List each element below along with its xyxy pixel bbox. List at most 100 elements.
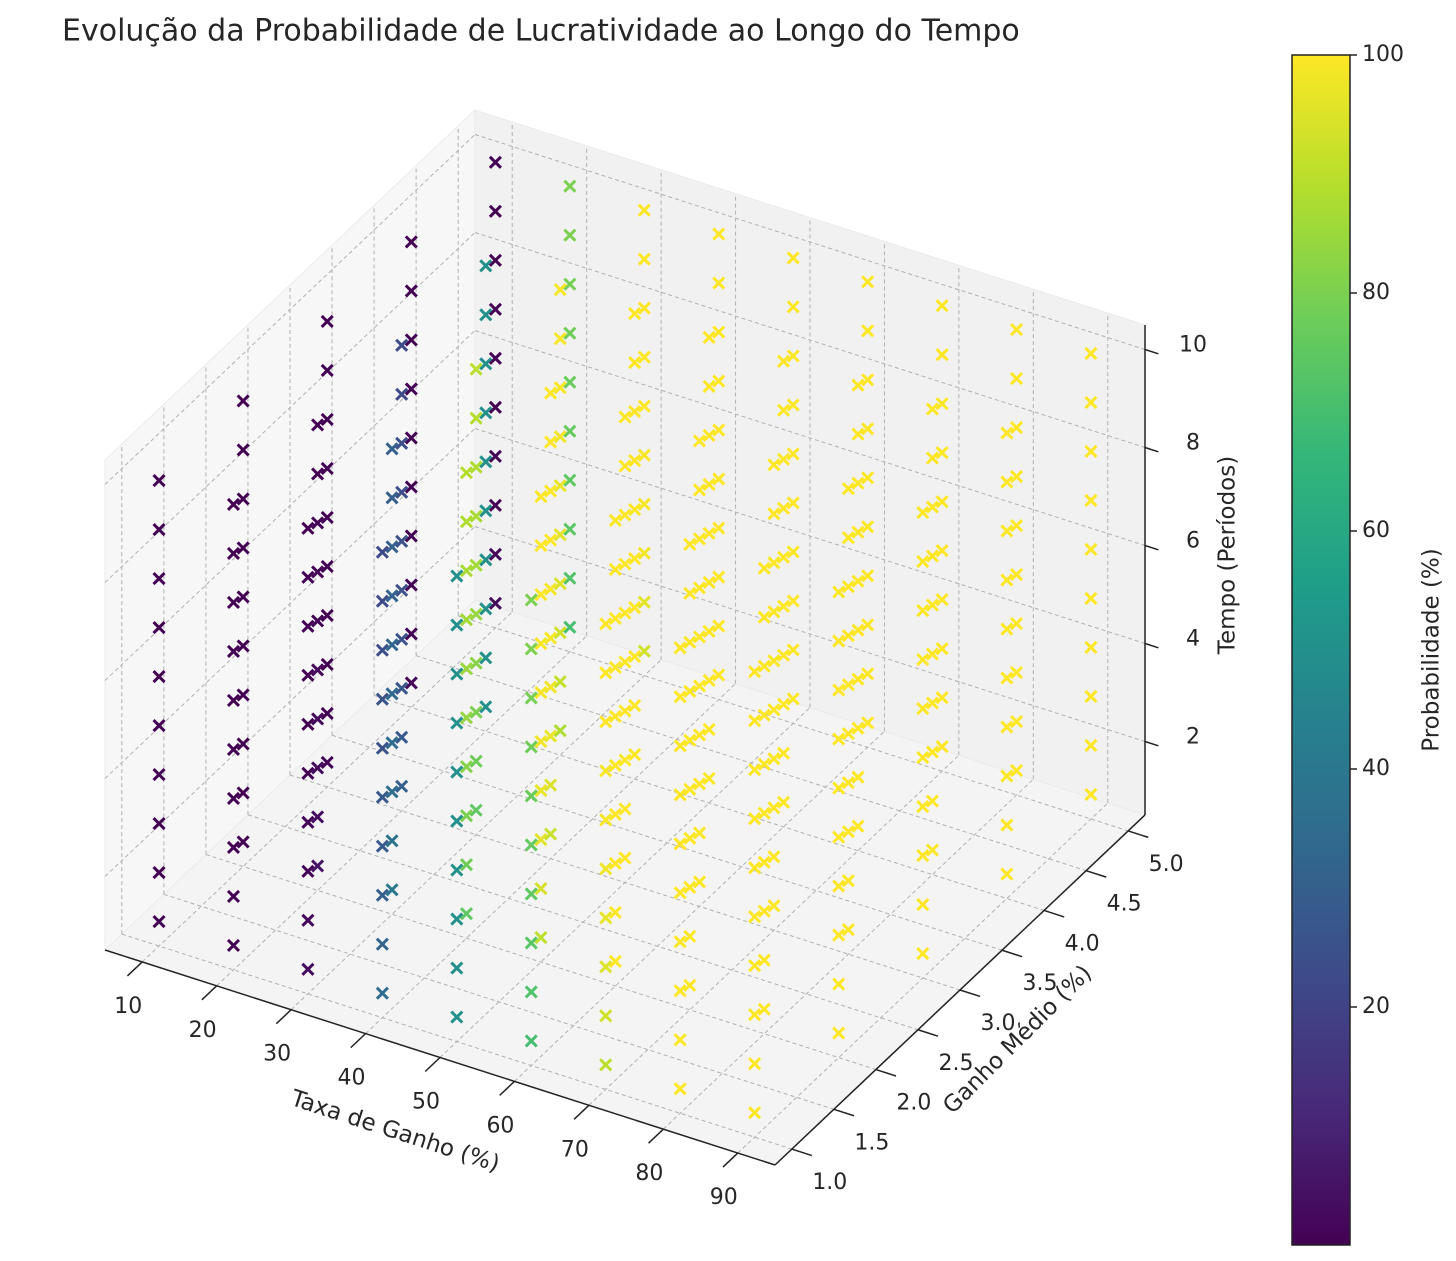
point <box>832 928 846 942</box>
point <box>395 632 409 646</box>
tick-mark <box>959 989 981 998</box>
point <box>226 742 241 756</box>
point <box>385 638 399 652</box>
z-tick-label: 8 <box>1186 431 1200 456</box>
point <box>628 748 642 762</box>
point <box>683 978 697 992</box>
point <box>375 839 389 853</box>
point <box>925 794 939 808</box>
point <box>385 883 399 897</box>
tick-mark <box>1144 446 1159 453</box>
point <box>404 235 418 249</box>
point <box>553 577 567 591</box>
point <box>226 693 241 707</box>
point <box>683 684 697 698</box>
point <box>832 634 846 648</box>
point <box>469 558 483 572</box>
point <box>236 394 250 408</box>
y-tick-label: 2.5 <box>938 1051 973 1076</box>
x-tick-label: 80 <box>635 1161 663 1186</box>
point <box>311 516 325 530</box>
point <box>841 874 855 888</box>
x-tick-label: 50 <box>412 1090 440 1115</box>
y-tick-label: 4.0 <box>1065 931 1100 956</box>
point <box>385 589 399 603</box>
grid-line <box>474 232 1146 448</box>
point <box>1000 671 1014 685</box>
point <box>469 460 483 474</box>
point <box>832 585 846 599</box>
point <box>702 575 716 590</box>
y-tick-label: 4.5 <box>1107 892 1142 917</box>
point <box>320 461 334 476</box>
point <box>543 533 558 547</box>
point <box>683 537 697 551</box>
point <box>757 904 771 918</box>
point <box>563 326 577 340</box>
grid-line <box>141 611 513 963</box>
point <box>1000 524 1014 538</box>
point <box>479 357 493 371</box>
point <box>488 253 502 267</box>
point <box>776 501 791 515</box>
point <box>152 571 166 586</box>
point <box>767 850 781 864</box>
chart-title: Evolução da Probabilidade de Lucrativida… <box>62 14 1020 49</box>
point <box>301 570 315 584</box>
point <box>226 889 241 903</box>
point <box>385 687 399 701</box>
point <box>776 599 791 613</box>
point <box>767 605 781 619</box>
point <box>673 788 687 802</box>
grid-line <box>247 814 919 1031</box>
point <box>776 403 791 417</box>
point <box>628 503 642 517</box>
point <box>599 911 613 925</box>
point <box>599 1009 613 1023</box>
point <box>702 526 716 541</box>
point <box>1009 666 1024 680</box>
point <box>776 648 791 662</box>
point <box>692 434 707 448</box>
point <box>543 631 558 645</box>
point <box>916 799 930 814</box>
colorbar-label: Probabilidade (%) <box>1419 548 1445 752</box>
point <box>301 717 315 731</box>
point <box>841 580 855 594</box>
point <box>450 912 464 926</box>
point <box>935 642 949 656</box>
point <box>479 602 493 616</box>
point <box>395 779 409 793</box>
point <box>236 541 250 555</box>
point <box>395 681 409 695</box>
point <box>469 509 483 523</box>
point <box>469 411 483 425</box>
point <box>916 554 930 569</box>
point <box>450 569 464 583</box>
tick-mark <box>1085 869 1107 878</box>
point <box>375 790 389 804</box>
point <box>861 373 875 387</box>
point <box>608 905 622 919</box>
point <box>916 603 930 618</box>
grid-line <box>216 635 588 987</box>
point <box>479 406 493 420</box>
point <box>637 644 651 658</box>
z-tick-label: 2 <box>1186 725 1200 750</box>
point <box>935 593 949 607</box>
grid-line <box>474 330 1146 546</box>
point <box>692 679 707 693</box>
point <box>683 733 697 747</box>
point <box>618 508 632 522</box>
point <box>311 859 325 873</box>
colorbar-tick-label: 40 <box>1362 756 1390 781</box>
point <box>776 452 791 466</box>
point <box>767 899 781 913</box>
point <box>776 746 791 760</box>
point <box>226 497 241 511</box>
point <box>618 704 632 718</box>
colorbar-tick-label: 60 <box>1362 518 1390 543</box>
point <box>524 789 538 803</box>
point <box>935 740 949 754</box>
